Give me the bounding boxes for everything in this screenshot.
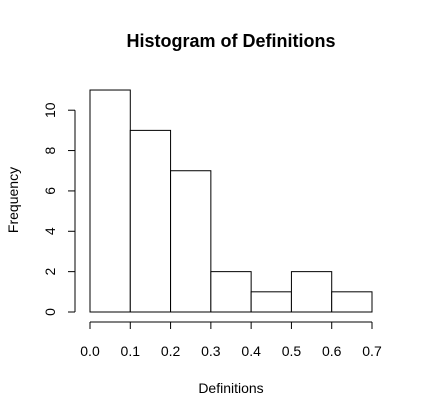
x-tick-label: 0.7 [362,343,382,359]
bar-3 [210,271,252,313]
x-tick-label: 0.2 [161,343,181,359]
x-tick-label: 0.5 [282,343,302,359]
bar-1 [129,129,172,313]
bar-6 [331,291,373,313]
bar-5 [290,271,333,313]
x-tick-label: 0.0 [80,343,100,359]
y-axis: 0 2 4 6 8 10 [42,102,76,316]
y-tick-label: 10 [42,102,58,118]
y-tick-label: 0 [42,308,58,316]
y-tick-label: 2 [42,268,58,276]
bar-0 [89,89,131,313]
bars-group [89,89,373,313]
x-tick-label: 0.3 [201,343,221,359]
y-axis-label: Frequency [5,167,21,233]
y-tick-label: 8 [42,146,58,154]
x-tick-label: 0.4 [241,343,261,359]
bar-2 [170,170,212,313]
x-tick-label: 0.6 [322,343,342,359]
chart-title: Histogram of Definitions [126,31,335,51]
bar-4 [250,291,292,313]
x-tick-label: 0.1 [121,343,141,359]
y-tick-label: 4 [42,227,58,235]
x-axis: 0.0 0.1 0.2 0.3 0.4 0.5 0.6 0.7 [80,321,382,359]
y-tick-label: 6 [42,187,58,195]
x-axis-label: Definitions [198,380,263,396]
